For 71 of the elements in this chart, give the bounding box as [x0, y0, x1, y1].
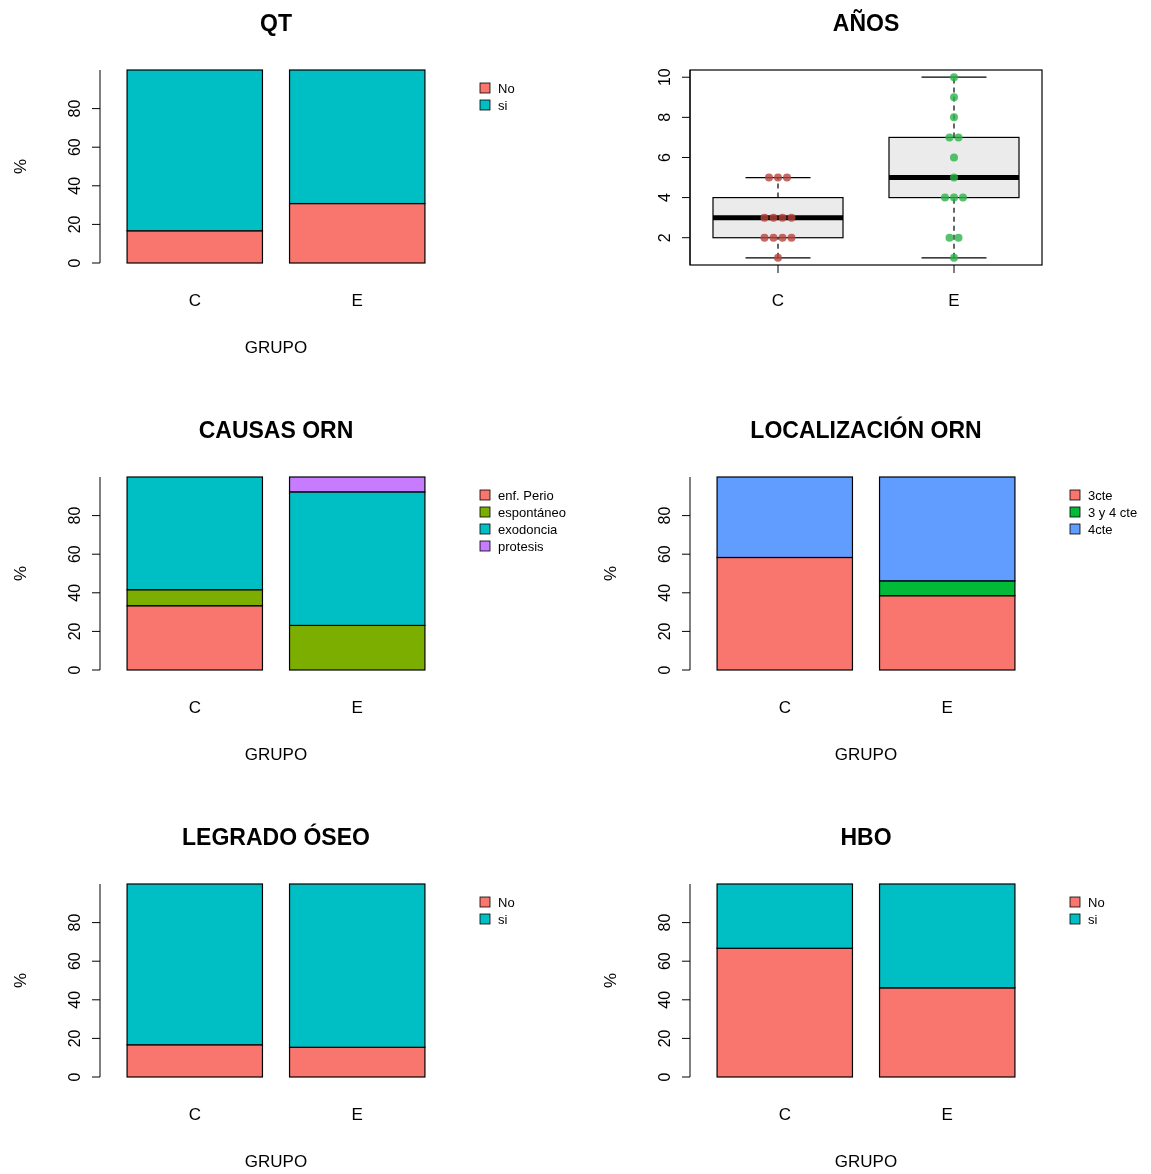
y-tick-label: 0 [656, 1072, 673, 1082]
y-tick-label: 20 [66, 1029, 83, 1048]
x-axis-title: GRUPO [244, 1152, 308, 1171]
x-tick-label: C [188, 291, 201, 310]
legend-label: 3 y 4 cte [1088, 505, 1138, 520]
chart-title: QT [260, 10, 292, 36]
y-tick-label: 40 [66, 176, 83, 195]
chart-title: LOCALIZACIÓN ORN [750, 416, 982, 443]
y-tick-label: 80 [656, 913, 673, 932]
y-tick-label: 80 [66, 506, 83, 525]
y-tick-label: 6 [656, 152, 673, 162]
legend-label: protesis [498, 539, 545, 554]
legend-label: No [498, 895, 515, 910]
y-tick-label: 40 [656, 990, 673, 1009]
legend-label: enf. Perio [498, 488, 554, 503]
legend-label: si [1088, 912, 1098, 927]
x-tick-label: C [188, 698, 201, 717]
y-tick-label: 60 [656, 545, 673, 564]
y-tick-label: 0 [66, 258, 83, 268]
legend-label: No [1088, 895, 1105, 910]
x-tick-label: C [188, 1105, 201, 1124]
x-axis-title: GRUPO [244, 338, 308, 357]
legend-label: si [498, 912, 508, 927]
y-tick-label: 40 [66, 583, 83, 602]
x-axis-title: GRUPO [244, 745, 308, 764]
y-tick-label: 60 [66, 952, 83, 971]
y-axis-title: % [11, 565, 30, 582]
x-tick-label: C [778, 1105, 791, 1124]
x-tick-label: E [941, 1105, 953, 1124]
y-tick-label: 20 [66, 215, 83, 234]
x-axis-title: GRUPO [834, 745, 898, 764]
x-tick-label: E [948, 291, 960, 310]
y-tick-label: 60 [656, 952, 673, 971]
legend-label: 3cte [1088, 488, 1113, 503]
y-tick-label: 0 [656, 665, 673, 675]
x-tick-label: E [941, 698, 953, 717]
y-tick-label: 60 [66, 138, 83, 157]
y-axis-title: % [11, 158, 30, 175]
x-tick-label: C [778, 698, 791, 717]
legend-label: 4cte [1088, 522, 1113, 537]
legend-label: espontáneo [498, 505, 566, 520]
y-axis-title: % [601, 972, 620, 989]
y-tick-label: 40 [66, 990, 83, 1009]
legend-label: No [498, 81, 515, 96]
y-tick-label: 4 [656, 193, 673, 203]
y-tick-label: 2 [656, 233, 673, 243]
y-tick-label: 80 [656, 506, 673, 525]
legend-label: exodoncia [498, 522, 559, 537]
x-axis-title: GRUPO [834, 1152, 898, 1171]
x-tick-label: E [351, 291, 363, 310]
y-tick-label: 80 [66, 99, 83, 118]
y-tick-label: 20 [66, 622, 83, 641]
x-tick-label: E [351, 698, 363, 717]
y-tick-label: 10 [656, 68, 673, 87]
y-tick-label: 20 [656, 1029, 673, 1048]
y-axis-title: % [601, 565, 620, 582]
x-tick-label: E [351, 1105, 363, 1124]
y-tick-label: 40 [656, 583, 673, 602]
x-tick-label: C [771, 291, 785, 310]
y-axis-title: % [11, 972, 30, 989]
y-tick-label: 8 [656, 112, 673, 122]
y-tick-label: 0 [66, 665, 83, 675]
chart-title: AÑOS [832, 9, 900, 36]
legend-label: si [498, 98, 508, 113]
chart-title: CAUSAS ORN [198, 417, 354, 443]
y-tick-label: 80 [66, 913, 83, 932]
y-tick-label: 0 [66, 1072, 83, 1082]
y-tick-label: 60 [66, 545, 83, 564]
chart-title: LEGRADO ÓSEO [182, 823, 370, 850]
chart-title: HBO [840, 824, 892, 850]
y-tick-label: 20 [656, 622, 673, 641]
